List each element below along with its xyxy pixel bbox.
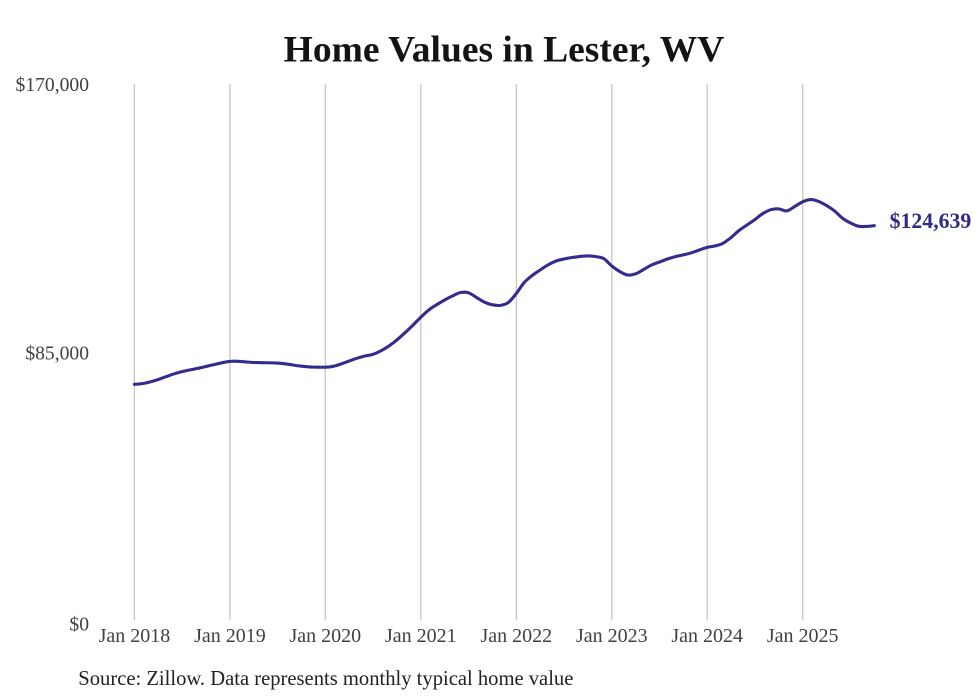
svg-text:Jan 2021: Jan 2021	[385, 625, 457, 647]
svg-text:Jan 2020: Jan 2020	[289, 625, 361, 647]
svg-text:$124,639: $124,639	[890, 209, 972, 233]
svg-text:Home Values in Lester, WV: Home Values in Lester, WV	[284, 30, 725, 71]
svg-text:Jan 2018: Jan 2018	[99, 625, 171, 647]
svg-text:Jan 2022: Jan 2022	[480, 625, 552, 647]
svg-text:Jan 2024: Jan 2024	[671, 625, 743, 647]
svg-text:Jan 2019: Jan 2019	[194, 625, 266, 647]
svg-text:Jan 2025: Jan 2025	[767, 625, 839, 647]
svg-text:$0: $0	[69, 615, 89, 636]
svg-text:Source: Zillow. Data represent: Source: Zillow. Data represents monthly …	[78, 668, 573, 690]
svg-text:$170,000: $170,000	[16, 75, 90, 96]
svg-text:$85,000: $85,000	[25, 343, 89, 364]
svg-text:Jan 2023: Jan 2023	[576, 625, 648, 647]
